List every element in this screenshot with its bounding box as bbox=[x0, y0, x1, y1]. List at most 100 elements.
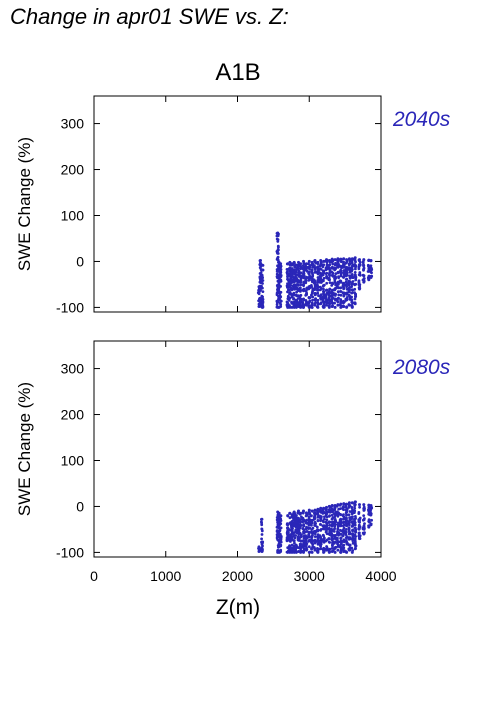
data-point bbox=[358, 503, 361, 507]
data-point bbox=[358, 537, 361, 541]
data-point bbox=[288, 266, 292, 270]
data-point bbox=[290, 281, 293, 284]
data-point bbox=[353, 256, 357, 260]
data-point bbox=[330, 550, 334, 553]
data-point bbox=[319, 302, 323, 306]
data-point bbox=[310, 276, 313, 279]
data-point bbox=[298, 286, 302, 290]
data-point bbox=[336, 528, 340, 531]
data-point bbox=[348, 532, 352, 535]
data-point bbox=[362, 280, 366, 284]
data-point bbox=[353, 537, 357, 541]
data-point bbox=[302, 305, 305, 309]
data-point bbox=[307, 259, 311, 263]
data-point bbox=[314, 522, 317, 525]
data-point bbox=[330, 284, 334, 287]
data-point bbox=[302, 528, 306, 532]
data-point bbox=[261, 282, 264, 285]
data-point bbox=[307, 545, 311, 549]
data-point bbox=[298, 297, 302, 300]
data-point bbox=[318, 534, 322, 538]
data-point bbox=[336, 286, 340, 290]
x-ticks-2040s bbox=[93, 96, 382, 312]
data-point bbox=[344, 280, 348, 284]
data-point bbox=[307, 550, 311, 554]
data-point bbox=[328, 523, 332, 527]
data-point bbox=[353, 297, 357, 301]
data-point bbox=[313, 268, 317, 271]
data-point bbox=[286, 305, 290, 309]
data-point bbox=[279, 290, 283, 294]
data-point bbox=[322, 305, 326, 309]
data-point bbox=[338, 290, 342, 293]
x-axis-label: Z(m) bbox=[216, 596, 260, 619]
data-point bbox=[324, 293, 328, 296]
data-point bbox=[299, 265, 303, 268]
data-point bbox=[296, 519, 300, 522]
data-point bbox=[341, 284, 345, 288]
data-point bbox=[353, 500, 357, 504]
data-point bbox=[333, 535, 337, 539]
data-point bbox=[350, 273, 354, 276]
data-point bbox=[310, 305, 314, 309]
data-point bbox=[276, 252, 280, 255]
data-point bbox=[279, 285, 282, 288]
data-point bbox=[285, 539, 289, 543]
y-tick-label: 0 bbox=[76, 498, 84, 514]
data-point bbox=[277, 281, 281, 285]
data-point bbox=[258, 296, 262, 300]
x-tick-label: 4000 bbox=[365, 568, 396, 584]
data-point bbox=[322, 534, 326, 538]
data-point bbox=[316, 528, 319, 532]
data-point bbox=[325, 288, 329, 292]
data-point bbox=[287, 528, 291, 532]
data-point bbox=[304, 279, 308, 283]
data-point bbox=[307, 287, 311, 291]
data-point bbox=[310, 521, 314, 525]
data-point bbox=[353, 541, 357, 545]
data-point bbox=[344, 278, 348, 281]
data-point bbox=[336, 541, 339, 544]
data-point bbox=[258, 261, 262, 265]
data-point bbox=[275, 529, 279, 532]
data-point bbox=[353, 287, 357, 291]
data-point bbox=[292, 305, 296, 309]
data-point bbox=[260, 305, 264, 309]
data-point bbox=[311, 526, 315, 530]
data-point bbox=[347, 501, 351, 505]
data-point bbox=[310, 523, 313, 527]
data-point bbox=[310, 518, 313, 522]
data-point bbox=[310, 550, 314, 554]
data-point bbox=[367, 278, 371, 282]
data-point bbox=[261, 544, 264, 548]
data-point bbox=[292, 270, 295, 274]
data-point bbox=[353, 258, 357, 262]
data-point bbox=[278, 296, 282, 300]
data-point bbox=[357, 279, 361, 283]
data-point bbox=[339, 305, 343, 309]
data-point bbox=[358, 258, 361, 262]
data-point bbox=[339, 524, 343, 528]
data-point bbox=[305, 265, 309, 269]
data-point bbox=[339, 513, 343, 517]
data-point bbox=[260, 529, 264, 533]
data-point bbox=[347, 548, 351, 552]
data-point bbox=[316, 283, 319, 287]
data-point bbox=[278, 268, 282, 272]
data-point bbox=[292, 260, 296, 264]
data-point bbox=[304, 548, 308, 552]
data-point bbox=[260, 537, 263, 541]
data-point bbox=[292, 510, 296, 514]
data-point bbox=[302, 282, 306, 286]
data-point bbox=[307, 530, 311, 534]
data-point bbox=[342, 502, 346, 506]
data-point bbox=[316, 280, 320, 284]
data-point bbox=[334, 545, 338, 549]
data-point bbox=[357, 526, 361, 529]
data-point bbox=[325, 546, 329, 550]
data-point bbox=[337, 522, 340, 526]
data-point bbox=[362, 509, 366, 512]
data-point bbox=[353, 506, 357, 510]
data-point bbox=[290, 301, 294, 305]
